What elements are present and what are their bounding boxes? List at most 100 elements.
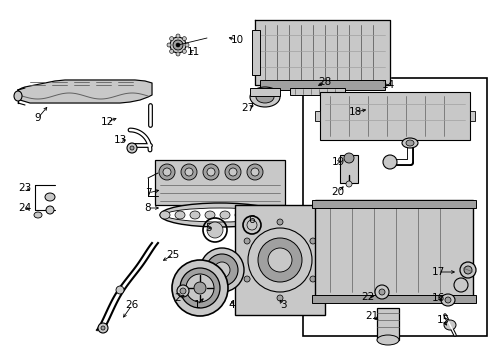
Ellipse shape [258, 238, 302, 282]
Text: 7: 7 [145, 188, 151, 198]
Ellipse shape [214, 262, 230, 278]
Text: 13: 13 [113, 135, 126, 145]
Ellipse shape [176, 43, 180, 47]
Ellipse shape [163, 168, 171, 176]
Text: 14: 14 [381, 80, 394, 90]
Ellipse shape [180, 288, 186, 294]
Ellipse shape [225, 164, 241, 180]
Bar [377, 308, 399, 340]
Ellipse shape [186, 274, 214, 302]
Ellipse shape [383, 155, 397, 169]
Ellipse shape [344, 153, 354, 163]
Text: 21: 21 [366, 311, 379, 321]
Ellipse shape [248, 228, 312, 292]
Ellipse shape [464, 266, 472, 274]
Text: 3: 3 [280, 300, 286, 310]
Ellipse shape [406, 140, 414, 146]
Ellipse shape [251, 168, 259, 176]
Ellipse shape [206, 254, 238, 286]
Text: 2: 2 [175, 293, 181, 303]
Text: 24: 24 [19, 203, 32, 213]
Ellipse shape [377, 335, 399, 345]
Ellipse shape [207, 222, 223, 238]
Ellipse shape [277, 219, 283, 225]
Text: 6: 6 [249, 215, 255, 225]
Text: 22: 22 [361, 292, 375, 302]
Ellipse shape [244, 238, 250, 244]
Bar [315, 200, 473, 300]
Text: 5: 5 [205, 223, 211, 233]
Text: 17: 17 [431, 267, 444, 277]
Ellipse shape [460, 262, 476, 278]
Polygon shape [18, 80, 152, 103]
Text: 11: 11 [186, 47, 199, 57]
Ellipse shape [200, 248, 244, 292]
Bar [315, 111, 320, 121]
Ellipse shape [265, 211, 275, 219]
Ellipse shape [203, 164, 219, 180]
Bar [155, 160, 285, 205]
Ellipse shape [14, 91, 22, 101]
Ellipse shape [182, 37, 186, 41]
Ellipse shape [176, 52, 180, 56]
Text: 26: 26 [125, 300, 139, 310]
Ellipse shape [229, 168, 237, 176]
Text: 25: 25 [167, 250, 180, 260]
Ellipse shape [375, 285, 389, 299]
Text: 4: 4 [229, 300, 235, 310]
Ellipse shape [167, 43, 171, 47]
Ellipse shape [194, 282, 206, 294]
Ellipse shape [175, 211, 185, 219]
Ellipse shape [173, 40, 183, 50]
Ellipse shape [182, 49, 186, 53]
Ellipse shape [172, 260, 228, 316]
Bar [290, 88, 345, 95]
Text: 10: 10 [230, 35, 244, 45]
Ellipse shape [116, 286, 124, 294]
Text: 16: 16 [431, 293, 444, 303]
Bar [340, 155, 358, 183]
Ellipse shape [346, 181, 352, 187]
Bar [312, 200, 476, 208]
Ellipse shape [310, 238, 316, 244]
Ellipse shape [176, 34, 180, 38]
Bar [470, 111, 475, 121]
Text: 12: 12 [100, 117, 114, 127]
Ellipse shape [190, 211, 200, 219]
Text: 18: 18 [348, 107, 362, 117]
Text: 1: 1 [194, 300, 200, 310]
Ellipse shape [205, 211, 215, 219]
Ellipse shape [379, 289, 385, 295]
Ellipse shape [444, 320, 456, 330]
Ellipse shape [220, 211, 230, 219]
Ellipse shape [185, 43, 189, 47]
Bar [303, 78, 487, 336]
Text: 28: 28 [318, 77, 332, 87]
Text: 27: 27 [242, 103, 255, 113]
Ellipse shape [247, 164, 263, 180]
Ellipse shape [268, 248, 292, 272]
Ellipse shape [207, 168, 215, 176]
Ellipse shape [250, 87, 280, 107]
Ellipse shape [130, 146, 134, 150]
Text: 8: 8 [145, 203, 151, 213]
Ellipse shape [180, 268, 220, 308]
Text: 23: 23 [19, 183, 32, 193]
Ellipse shape [98, 323, 108, 333]
Ellipse shape [46, 206, 54, 214]
Ellipse shape [160, 203, 280, 227]
Bar [250, 88, 280, 96]
Text: 15: 15 [437, 315, 450, 325]
Ellipse shape [177, 285, 189, 297]
Ellipse shape [185, 168, 193, 176]
Ellipse shape [159, 164, 175, 180]
Ellipse shape [445, 297, 451, 303]
Ellipse shape [247, 220, 257, 230]
Ellipse shape [170, 37, 186, 53]
Bar [260, 80, 385, 90]
Bar [320, 92, 470, 140]
Ellipse shape [454, 278, 468, 292]
Bar [252, 30, 260, 75]
Bar [312, 295, 476, 303]
Ellipse shape [441, 294, 455, 306]
